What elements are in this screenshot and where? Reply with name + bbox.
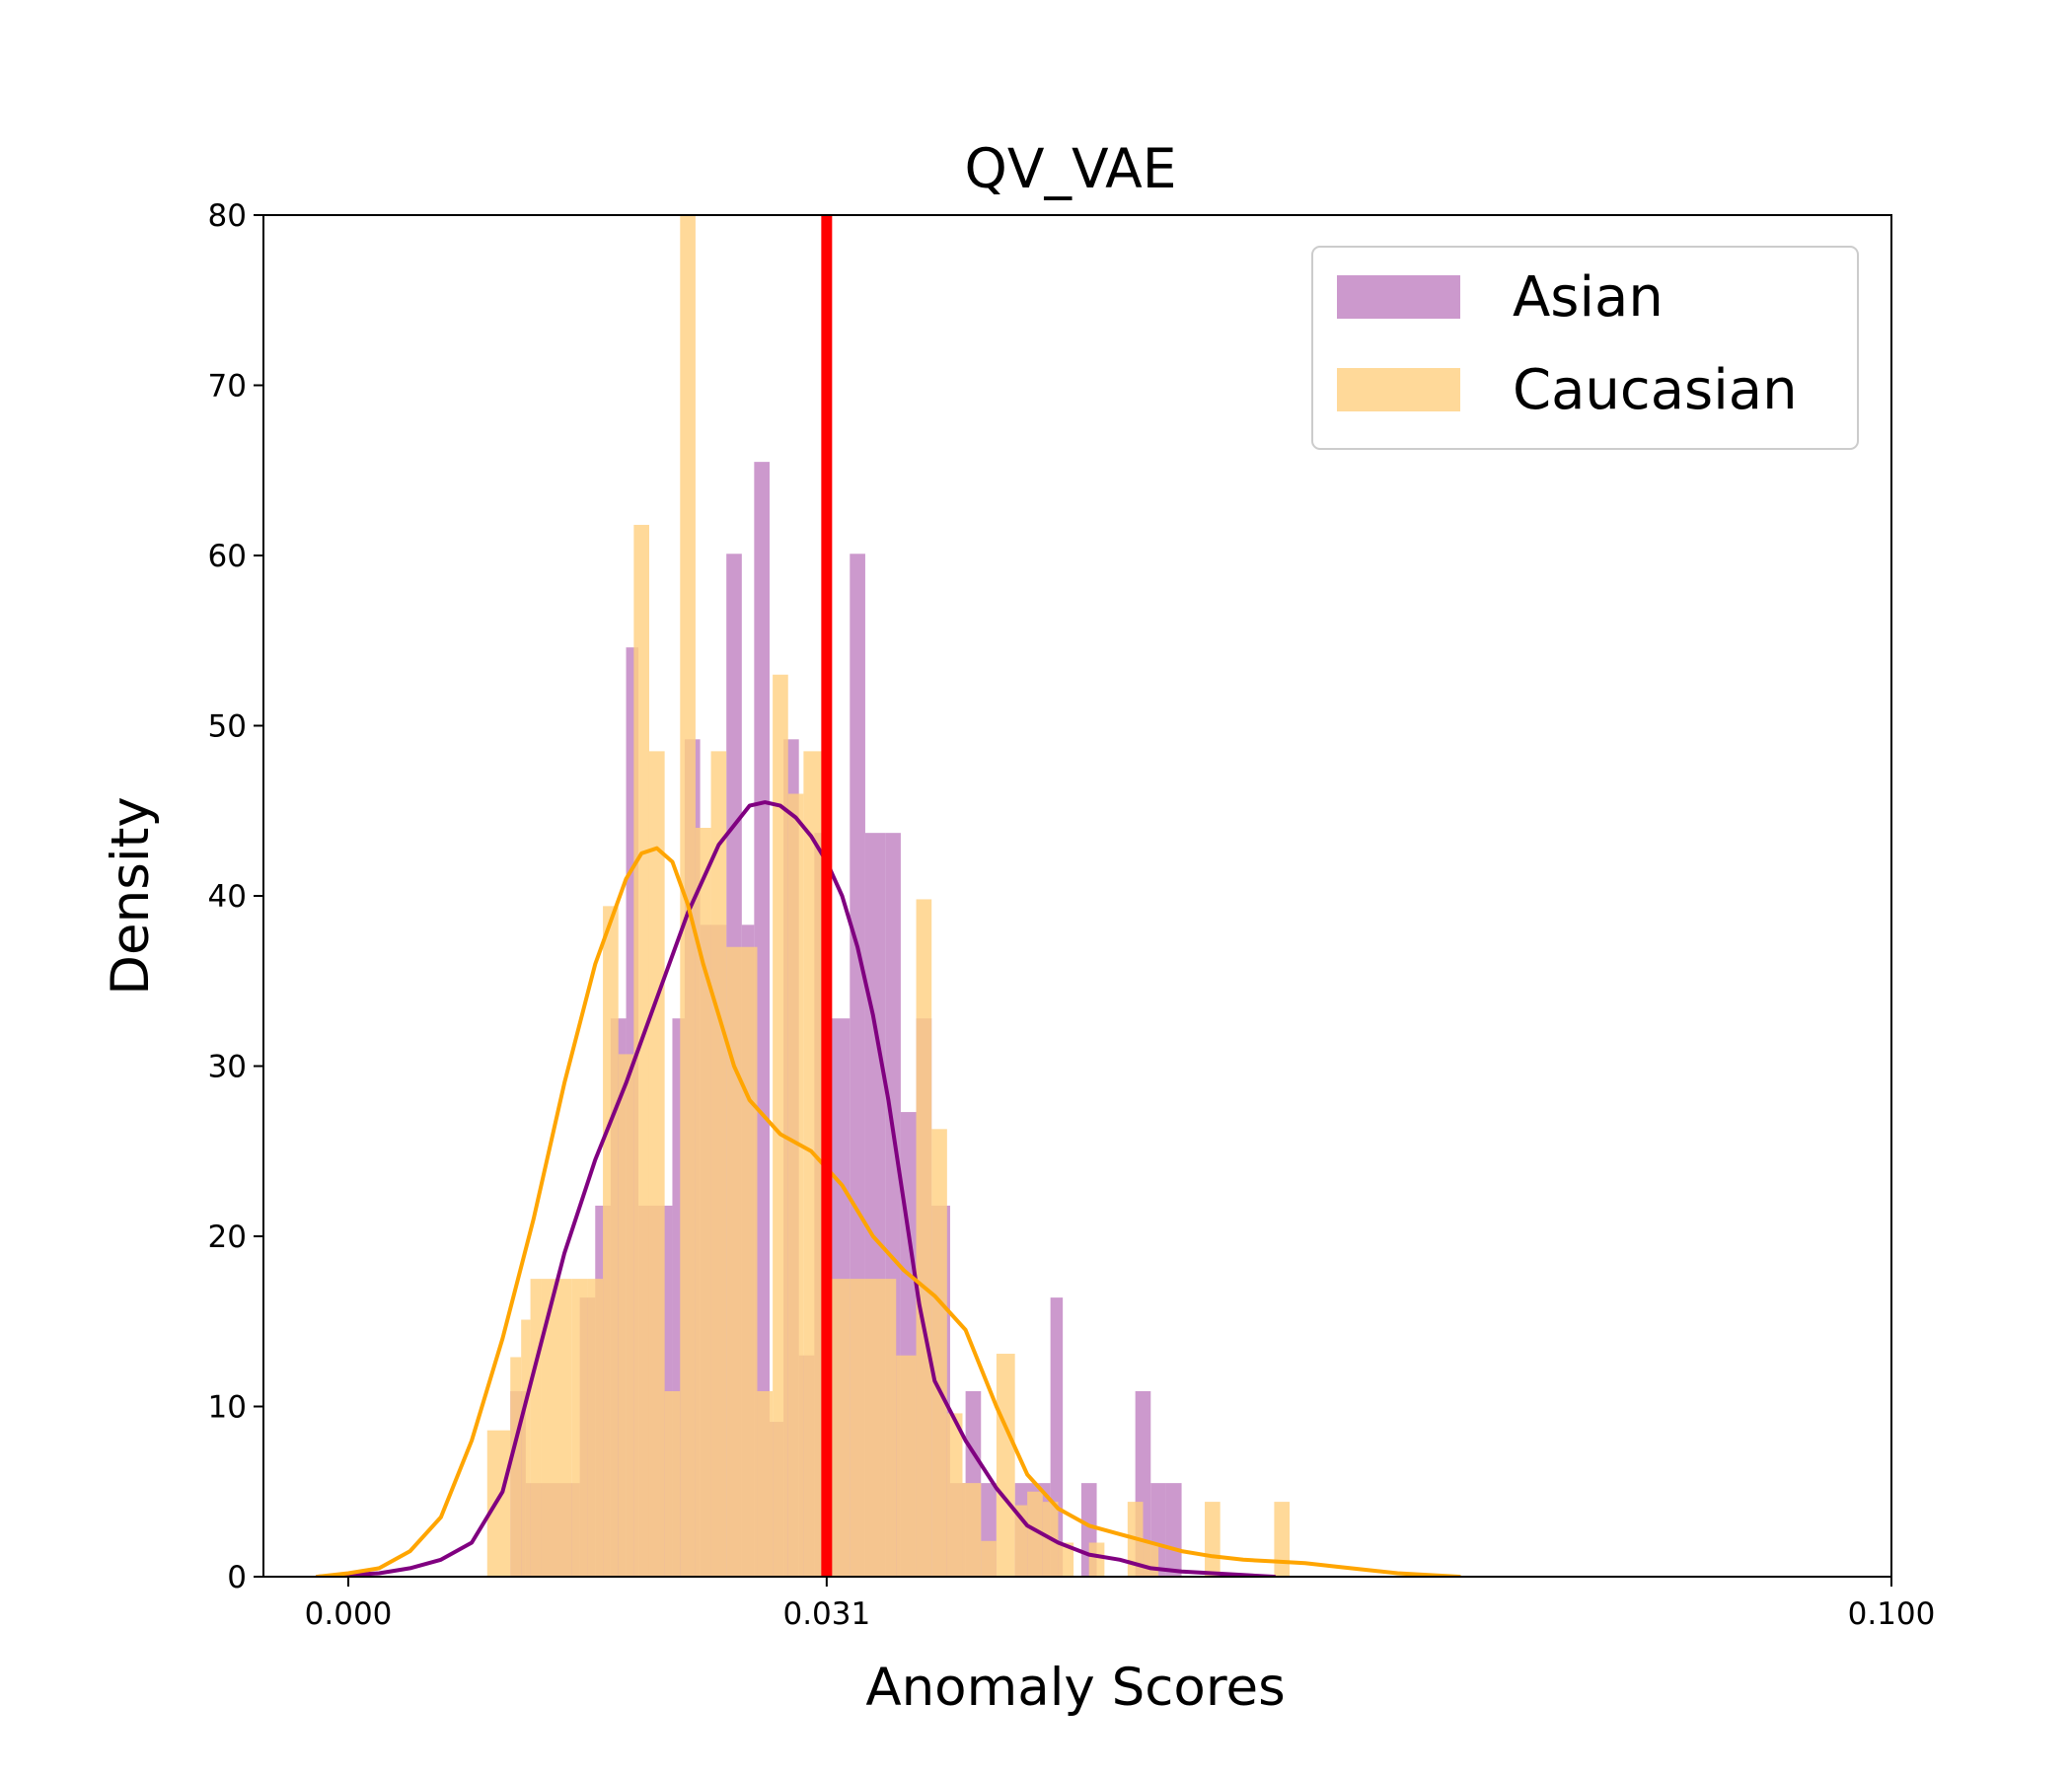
y-tick-label: 80 [208, 198, 247, 234]
histogram-bar-caucasian [962, 1483, 982, 1577]
kde-curve-asian [315, 800, 1277, 1577]
y-tick-label: 30 [208, 1050, 247, 1085]
x-tick-label: 0.100 [1848, 1596, 1936, 1632]
histogram-bar-caucasian [773, 674, 788, 1577]
y-tick-label: 70 [208, 369, 247, 405]
histogram-bars [486, 215, 1291, 1577]
y-axis-label: Density [101, 796, 161, 996]
histogram-bar-caucasian [633, 524, 649, 1577]
histogram-bar-caucasian [803, 751, 824, 1577]
histogram-bar-caucasian [530, 1279, 542, 1577]
y-tick-label: 50 [208, 709, 247, 745]
histogram-bar-caucasian [587, 1279, 604, 1577]
histogram-bar-caucasian [603, 906, 619, 1577]
histogram-bar-caucasian [1205, 1502, 1221, 1577]
histogram-bar-caucasian [1088, 1542, 1105, 1577]
legend-label-caucasian: Caucasian [1513, 358, 1798, 422]
histogram-bar-caucasian [1058, 1542, 1074, 1577]
legend-label-asian: Asian [1513, 265, 1664, 330]
histogram-bar-caucasian [695, 828, 711, 1577]
y-tick-label: 0 [227, 1560, 247, 1595]
y-tick-label: 60 [208, 539, 247, 574]
histogram-bar-caucasian [618, 1054, 634, 1577]
x-tick-label: 0.000 [305, 1596, 393, 1632]
histogram-bar-asian [1165, 1483, 1182, 1577]
y-tick-label: 10 [208, 1390, 247, 1426]
histogram-bar-caucasian [521, 1319, 531, 1577]
histogram-bar-caucasian [1027, 1491, 1043, 1577]
y-tick-label: 20 [208, 1220, 247, 1255]
histogram-bar-caucasian [896, 1355, 917, 1577]
histogram-bar-caucasian [916, 899, 932, 1577]
x-axis-label: Anomaly Scores [865, 1658, 1285, 1718]
histogram-bar-caucasian [1274, 1502, 1291, 1577]
chart-title: QV_VAE [965, 137, 1177, 200]
histogram-bar-caucasian [996, 1354, 1015, 1577]
histogram-bar-caucasian [931, 1129, 947, 1577]
histogram-bar-caucasian [648, 751, 665, 1577]
x-tick-label: 0.031 [782, 1596, 870, 1632]
histogram-bar-caucasian [726, 946, 758, 1577]
histogram-bar-caucasian [946, 1413, 963, 1577]
legend-swatch-asian [1337, 275, 1460, 319]
histogram-bar-caucasian [981, 1540, 997, 1577]
histogram-bar-asian [754, 462, 770, 1577]
histogram-bar-caucasian [850, 1279, 897, 1577]
x-axis: 0.000 0.031 0.100 [305, 1577, 1936, 1632]
legend-swatch-caucasian [1337, 368, 1460, 411]
legend: Asian Caucasian [1311, 246, 1859, 450]
histogram-bar-caucasian [757, 1390, 774, 1577]
histogram-bar-caucasian [787, 793, 804, 1577]
plot-area [262, 214, 1892, 1578]
y-tick-label: 40 [208, 879, 247, 915]
histogram-bar-caucasian [680, 215, 696, 1577]
histogram-bar-caucasian [571, 1279, 588, 1577]
histogram-bar-caucasian [664, 1390, 681, 1577]
histogram-bar-caucasian [1143, 1542, 1159, 1577]
y-axis: 0 10 20 30 40 50 60 70 80 [208, 198, 263, 1595]
histogram-bar-caucasian [510, 1357, 522, 1577]
histogram-bar-caucasian [710, 751, 727, 1577]
histogram-bar-caucasian [486, 1430, 511, 1577]
